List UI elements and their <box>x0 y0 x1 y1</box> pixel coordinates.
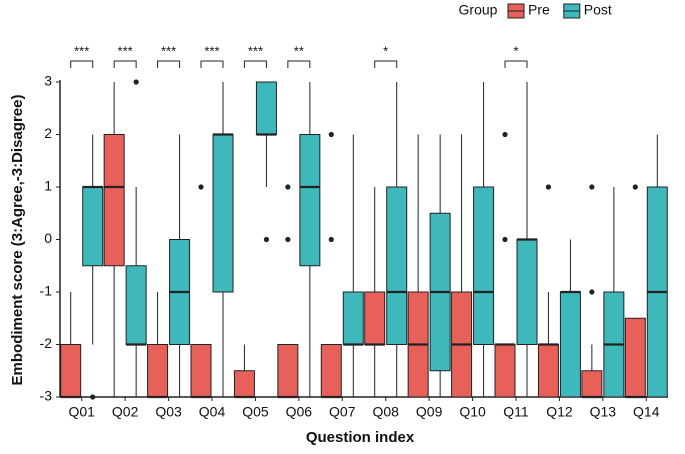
x-tick-label: Q13 <box>590 404 617 420</box>
outlier <box>133 79 139 85</box>
box <box>212 134 234 293</box>
x-tick-label: Q04 <box>199 404 226 420</box>
outlier <box>632 184 638 190</box>
significance-bracket <box>504 60 528 68</box>
legend-title: Group <box>459 2 498 18</box>
x-tick-label: Q08 <box>372 404 399 420</box>
y-axis-label: Embodiment score (3:Agree,-3:Disagree) <box>9 95 26 386</box>
x-axis-label: Question index <box>306 429 415 446</box>
box <box>190 344 212 398</box>
outlier <box>263 236 270 243</box>
y-tick-label: -3 <box>40 388 53 404</box>
significance-bracket <box>70 60 94 68</box>
legend-label: Pre <box>528 2 550 18</box>
y-tick-label: 3 <box>44 73 52 89</box>
outlier <box>90 394 96 400</box>
x-tick-label: Q06 <box>286 404 313 420</box>
x-tick-label: Q03 <box>155 404 182 420</box>
x-tick-label: Q11 <box>503 404 529 420</box>
box <box>320 344 342 398</box>
significance-bracket <box>157 60 181 68</box>
y-tick-label: 0 <box>44 230 52 246</box>
box <box>125 265 147 345</box>
outlier <box>328 236 334 243</box>
y-tick-label: -1 <box>40 283 53 299</box>
box <box>581 370 603 398</box>
outlier <box>285 184 291 190</box>
x-tick-label: Q10 <box>459 404 486 420</box>
significance-label: * <box>383 43 388 58</box>
box <box>364 291 386 345</box>
significance-label: *** <box>248 43 263 58</box>
outlier <box>589 184 595 190</box>
significance-bracket <box>243 60 267 68</box>
outlier <box>502 131 508 138</box>
y-tick-label: -2 <box>40 335 53 351</box>
outlier <box>589 289 595 295</box>
box <box>516 239 538 345</box>
box <box>277 344 299 398</box>
significance-label: ** <box>294 43 304 58</box>
significance-bracket <box>113 60 137 68</box>
outlier <box>502 236 508 243</box>
box <box>537 344 559 398</box>
significance-label: * <box>513 43 518 58</box>
box <box>624 317 646 398</box>
significance-label: *** <box>161 43 176 58</box>
outlier <box>198 184 204 190</box>
significance-bracket <box>374 60 398 68</box>
x-tick-label: Q05 <box>242 404 269 420</box>
y-tick-label: 2 <box>44 125 52 141</box>
x-tick-label: Q01 <box>68 404 95 420</box>
box <box>82 186 104 267</box>
box <box>473 186 495 345</box>
box <box>342 291 364 345</box>
box <box>255 81 277 135</box>
x-tick-label: Q14 <box>633 404 660 420</box>
box <box>386 186 408 345</box>
x-tick-label: Q12 <box>546 404 573 420</box>
box <box>147 344 169 398</box>
legend-label: Post <box>584 2 612 18</box>
significance-bracket <box>287 60 311 68</box>
box <box>299 134 321 267</box>
box <box>494 344 516 398</box>
box <box>103 134 125 267</box>
y-tick-label: 1 <box>44 178 52 194</box>
outlier <box>328 131 334 138</box>
outlier <box>285 236 291 243</box>
significance-label: *** <box>204 43 219 58</box>
x-tick-label: Q09 <box>416 404 443 420</box>
x-tick-label: Q02 <box>112 404 139 420</box>
box <box>233 370 255 398</box>
box <box>60 344 82 398</box>
significance-label: *** <box>74 43 89 58</box>
x-tick-label: Q07 <box>329 404 356 420</box>
significance-bracket <box>200 60 224 68</box>
significance-label: *** <box>118 43 133 58</box>
box <box>559 291 581 398</box>
outlier <box>545 184 552 190</box>
